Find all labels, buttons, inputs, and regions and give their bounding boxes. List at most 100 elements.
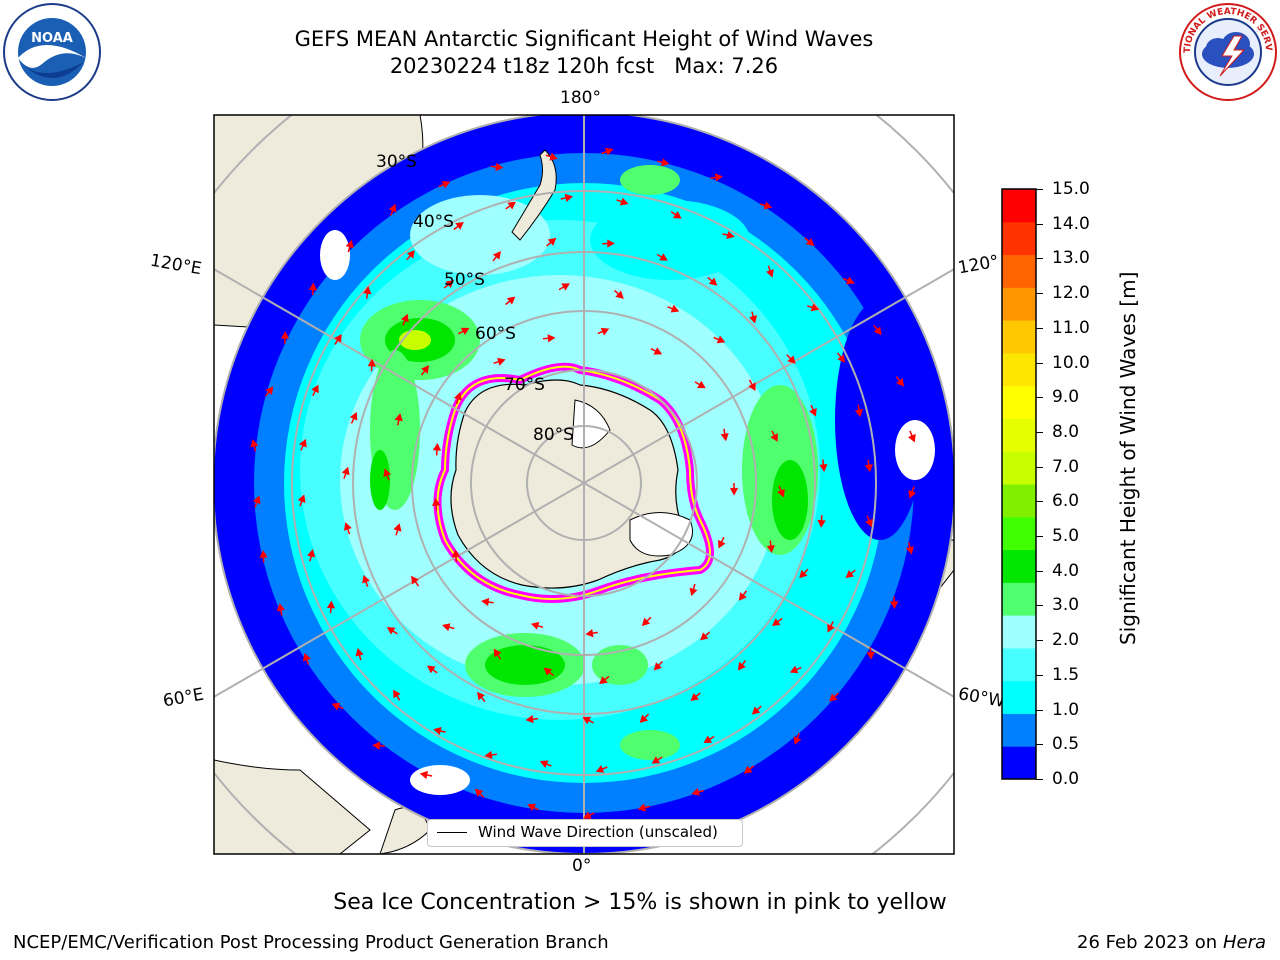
wave-direction-arrowhead bbox=[777, 488, 785, 498]
wave-direction-arrowhead bbox=[250, 439, 259, 448]
colorbar-segment bbox=[1002, 746, 1036, 780]
wave-direction-arrowhead bbox=[604, 147, 614, 156]
wave-direction-arrowhead bbox=[837, 354, 846, 363]
colorbar-tick-label: 10.0 bbox=[1052, 352, 1090, 373]
wave-direction-arrowhead bbox=[864, 464, 873, 473]
wave-direction-arrowhead bbox=[770, 433, 778, 442]
wave-direction-arrowhead bbox=[651, 756, 661, 764]
wave-direction-arrowhead bbox=[585, 629, 594, 638]
legend-label: Wind Wave Direction (unscaled) bbox=[478, 823, 718, 841]
wave-direction-arrowhead bbox=[766, 269, 774, 278]
wave-direction-arrowhead bbox=[331, 702, 341, 711]
wave-direction-arrowhead bbox=[252, 495, 261, 505]
wave-direction-arrowhead bbox=[259, 550, 268, 558]
wave-direction-arrowhead bbox=[393, 523, 402, 532]
wave-direction-arrowhead bbox=[355, 647, 364, 657]
wave-direction-arrowhead bbox=[737, 661, 746, 671]
graticule bbox=[214, 115, 954, 854]
wave-direction-arrowhead bbox=[865, 518, 873, 528]
wave-direction-arrowhead bbox=[817, 519, 826, 528]
footer-host: Hera bbox=[1222, 932, 1266, 953]
wave-direction-arrowhead bbox=[763, 201, 773, 210]
wave-direction-arrowhead bbox=[543, 667, 553, 676]
wave-direction-arrowhead bbox=[539, 760, 549, 768]
wave-direction-arrowhead bbox=[829, 693, 838, 702]
wave-direction-arrowhead bbox=[866, 651, 875, 660]
wave-direction-arrowhead bbox=[653, 662, 662, 671]
wave-direction-arrowhead bbox=[873, 326, 882, 336]
lat-label-50s: 50°S bbox=[444, 270, 485, 290]
wave-direction-arrowhead bbox=[549, 152, 558, 161]
wave-direction-arrowhead bbox=[453, 392, 462, 401]
colorbar-segment bbox=[1002, 451, 1036, 485]
wave-direction-arrowhead bbox=[905, 546, 914, 555]
wave-direction-arrowhead bbox=[477, 691, 485, 701]
wave-direction-arrowhead bbox=[394, 413, 403, 422]
lat-label-70s: 70°S bbox=[504, 375, 545, 395]
wave-direction-arrowhead bbox=[637, 803, 647, 812]
lat-label-30s: 30°S bbox=[376, 152, 417, 172]
lon-label-180: 180° bbox=[560, 88, 601, 108]
colorbar-tick-label: 4.0 bbox=[1052, 560, 1080, 581]
colorbar-segment bbox=[1002, 680, 1036, 714]
colorbar-segment bbox=[1002, 713, 1036, 747]
wave-direction-arrowhead bbox=[809, 408, 817, 417]
wave-direction-arrowhead bbox=[460, 327, 470, 336]
wave-direction-arrowhead bbox=[908, 489, 917, 499]
footer-date-text: 26 Feb 2023 on bbox=[1077, 932, 1218, 953]
colorbar-tick-mark bbox=[1036, 362, 1043, 364]
colorbar-segment bbox=[1002, 385, 1036, 419]
wind-wave-arrows bbox=[250, 147, 917, 819]
wave-direction-arrowhead bbox=[326, 600, 335, 609]
colorbar-tick-mark bbox=[1036, 674, 1043, 676]
wave-direction-arrowhead bbox=[497, 357, 506, 366]
weddell-sea bbox=[629, 512, 693, 557]
wave-direction-arrowhead bbox=[455, 221, 464, 230]
wave-direction-arrowhead bbox=[661, 158, 670, 167]
wave-direction-arrowhead bbox=[748, 382, 756, 391]
colorbar-tick-label: 2.0 bbox=[1052, 630, 1080, 651]
antarctica-land bbox=[450, 379, 685, 589]
wave-direction-arrowhead bbox=[276, 603, 285, 612]
africa-land bbox=[214, 759, 371, 854]
sea-ice-note: Sea Ice Concentration > 15% is shown in … bbox=[333, 890, 947, 915]
colorbar-tick-mark bbox=[1036, 605, 1043, 607]
colorbar-tick-label: 8.0 bbox=[1052, 421, 1080, 442]
colorbar-tick-mark bbox=[1036, 779, 1043, 780]
colorbar-tick-mark bbox=[1036, 327, 1043, 329]
wave-direction-arrowhead bbox=[672, 211, 682, 219]
wave-direction-arrowhead bbox=[334, 333, 342, 343]
wave-direction-arrowhead bbox=[700, 632, 709, 641]
footer-date: 26 Feb 2023 on Hera bbox=[1077, 932, 1266, 953]
colorbar-tick-mark bbox=[1036, 293, 1043, 295]
lat-label-40s: 40°S bbox=[413, 212, 454, 232]
lon-label-0: 0° bbox=[572, 856, 592, 876]
colorbar-segment bbox=[1002, 418, 1036, 452]
noaa-logo: NOAA bbox=[3, 3, 101, 101]
colorbar-segment bbox=[1002, 582, 1036, 616]
colorbar-tick-label: 0.5 bbox=[1052, 734, 1080, 755]
wave-direction-arrowhead bbox=[789, 665, 799, 674]
wave-direction-arrowhead bbox=[367, 358, 376, 367]
colorbar-segment bbox=[1002, 615, 1036, 649]
colorbar-tick-mark bbox=[1036, 397, 1043, 399]
wave-direction-arrowhead bbox=[388, 203, 397, 213]
wave-direction-arrowhead bbox=[720, 433, 729, 442]
wave-direction-arrowhead bbox=[659, 253, 668, 261]
wave-direction-arrowhead bbox=[383, 468, 392, 477]
wave-direction-arrowhead bbox=[547, 237, 557, 246]
wave-direction-arrowhead bbox=[639, 714, 649, 723]
wave-direction-arrowhead bbox=[896, 378, 904, 387]
colorbar-segment bbox=[1002, 647, 1036, 682]
colorbar-tick-label: 9.0 bbox=[1052, 387, 1080, 408]
colorbar-segment bbox=[1002, 484, 1036, 518]
wave-direction-arrowhead bbox=[793, 736, 802, 745]
ross-ice-shelf bbox=[571, 399, 611, 449]
wave-direction-arrowhead bbox=[474, 788, 484, 797]
wave-direction-arrowhead bbox=[689, 587, 698, 597]
wave-direction-arrowhead bbox=[302, 652, 311, 662]
wave-direction-arrowhead bbox=[345, 239, 354, 249]
wave-direction-arrowhead bbox=[421, 365, 430, 374]
colorbar-tick-mark bbox=[1036, 223, 1043, 225]
